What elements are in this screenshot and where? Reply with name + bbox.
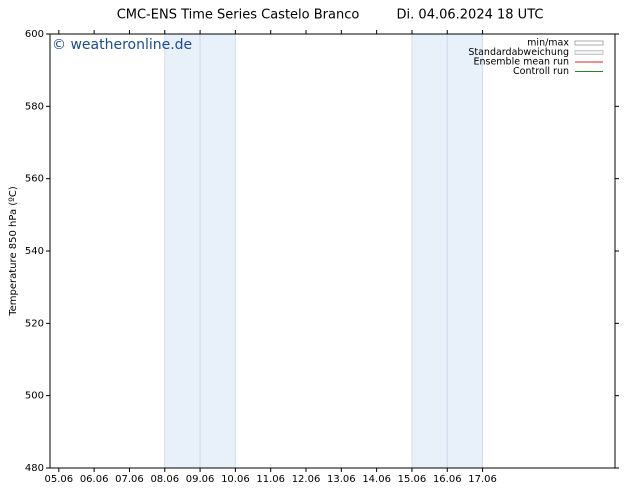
legend-label: Standardabweichung <box>468 47 569 58</box>
legend-label: Ensemble mean run <box>473 57 569 68</box>
y-tick-label: 580 <box>25 101 44 112</box>
y-tick-label: 600 <box>25 29 44 40</box>
x-tick-label: 07.06 <box>115 474 144 485</box>
shaded-band <box>164 33 201 469</box>
x-tick-label: 13.06 <box>327 474 356 485</box>
watermark: © weatheronline.de <box>52 37 192 53</box>
legend-label: min/max <box>527 38 569 49</box>
y-tick-label: 480 <box>25 463 44 474</box>
x-tick-label: 12.06 <box>292 474 321 485</box>
plot-frame <box>49 33 616 469</box>
y-tick-label: 520 <box>25 318 44 329</box>
x-tick-label: 05.06 <box>45 474 74 485</box>
x-tick-label: 17.06 <box>468 474 497 485</box>
shaded-band <box>199 33 236 469</box>
x-tick-label: 15.06 <box>398 474 427 485</box>
x-tick-label: 08.06 <box>150 474 179 485</box>
x-tick-label: 09.06 <box>186 474 215 485</box>
y-tick-label: 560 <box>25 174 44 185</box>
shaded-band <box>446 33 483 469</box>
chart-subtitle: Di. 04.06.2024 18 UTC <box>397 8 544 23</box>
legend-swatch <box>574 40 604 46</box>
x-tick-label: 06.06 <box>80 474 109 485</box>
legend-label: Controll run <box>513 66 569 77</box>
x-tick-label: 11.06 <box>256 474 285 485</box>
x-tick-label: 14.06 <box>362 474 391 485</box>
y-tick-label: 500 <box>25 391 44 402</box>
chart-title: CMC-ENS Time Series Castelo Branco <box>117 8 360 23</box>
y-axis-label: Temperature 850 hPa (ºC) <box>8 186 19 317</box>
x-tick-label: 16.06 <box>433 474 462 485</box>
x-tick-label: 10.06 <box>221 474 250 485</box>
legend-swatch <box>574 50 604 55</box>
y-tick-label: 540 <box>25 246 44 257</box>
shaded-band <box>411 33 448 469</box>
